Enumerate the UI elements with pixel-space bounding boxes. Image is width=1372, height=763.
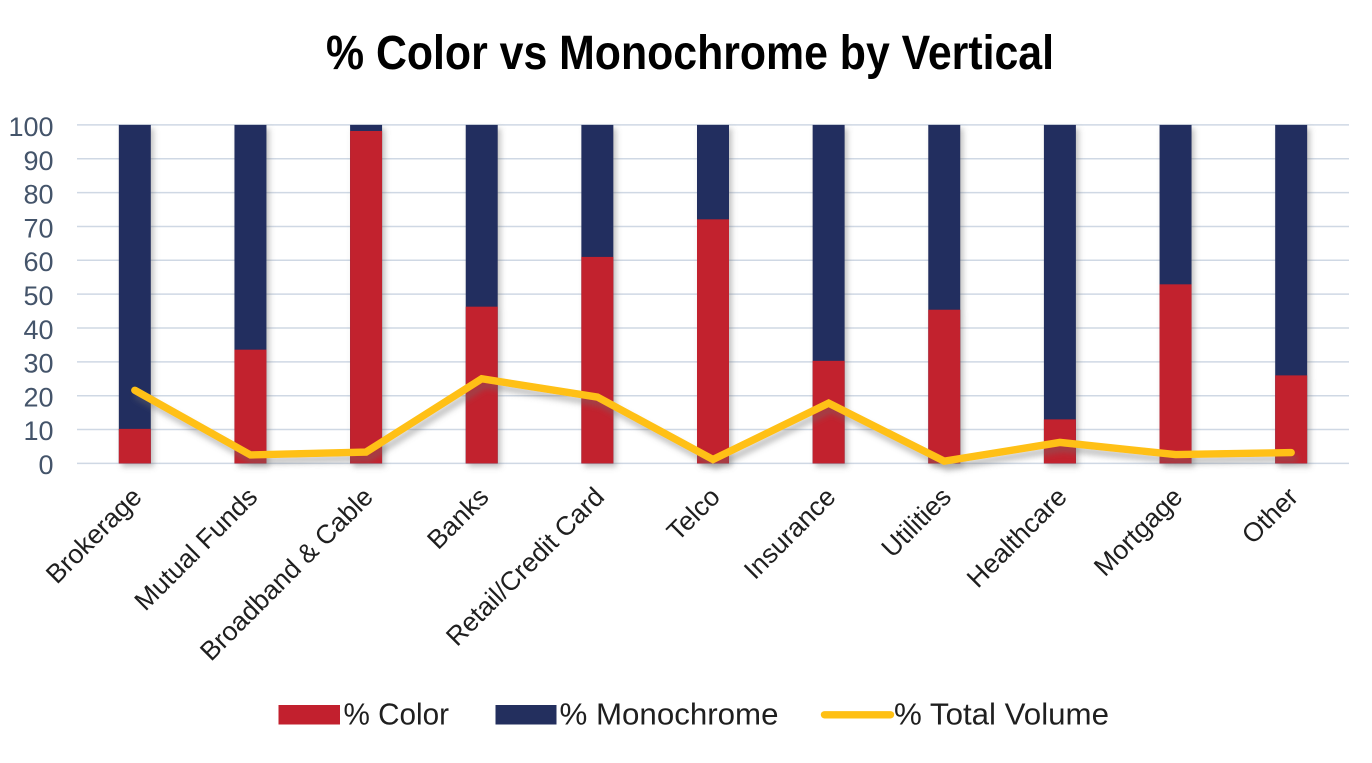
- svg-text:Brokerage: Brokerage: [40, 482, 148, 590]
- svg-text:% Total Volume: % Total Volume: [894, 698, 1109, 732]
- svg-text:% Color vs Monochrome by Verti: % Color vs Monochrome by Vertical: [326, 27, 1054, 80]
- svg-text:10: 10: [23, 416, 53, 446]
- svg-text:70: 70: [23, 213, 53, 243]
- svg-text:60: 60: [23, 247, 53, 277]
- svg-text:Insurance: Insurance: [738, 482, 842, 586]
- svg-text:30: 30: [23, 349, 53, 379]
- svg-text:Telco: Telco: [661, 482, 726, 547]
- svg-text:Healthcare: Healthcare: [961, 482, 1073, 594]
- svg-text:0: 0: [38, 450, 53, 480]
- svg-text:90: 90: [23, 146, 53, 176]
- svg-text:20: 20: [23, 382, 53, 412]
- svg-text:50: 50: [23, 281, 53, 311]
- svg-text:Other: Other: [1236, 481, 1304, 549]
- svg-text:100: 100: [8, 112, 53, 142]
- svg-text:% Color: % Color: [344, 698, 450, 732]
- svg-text:Mortgage: Mortgage: [1088, 482, 1188, 582]
- svg-text:% Monochrome: % Monochrome: [560, 698, 779, 732]
- svg-text:Banks: Banks: [421, 482, 494, 555]
- svg-text:Utilities: Utilities: [875, 482, 957, 564]
- svg-text:40: 40: [23, 315, 53, 345]
- svg-text:80: 80: [23, 180, 53, 210]
